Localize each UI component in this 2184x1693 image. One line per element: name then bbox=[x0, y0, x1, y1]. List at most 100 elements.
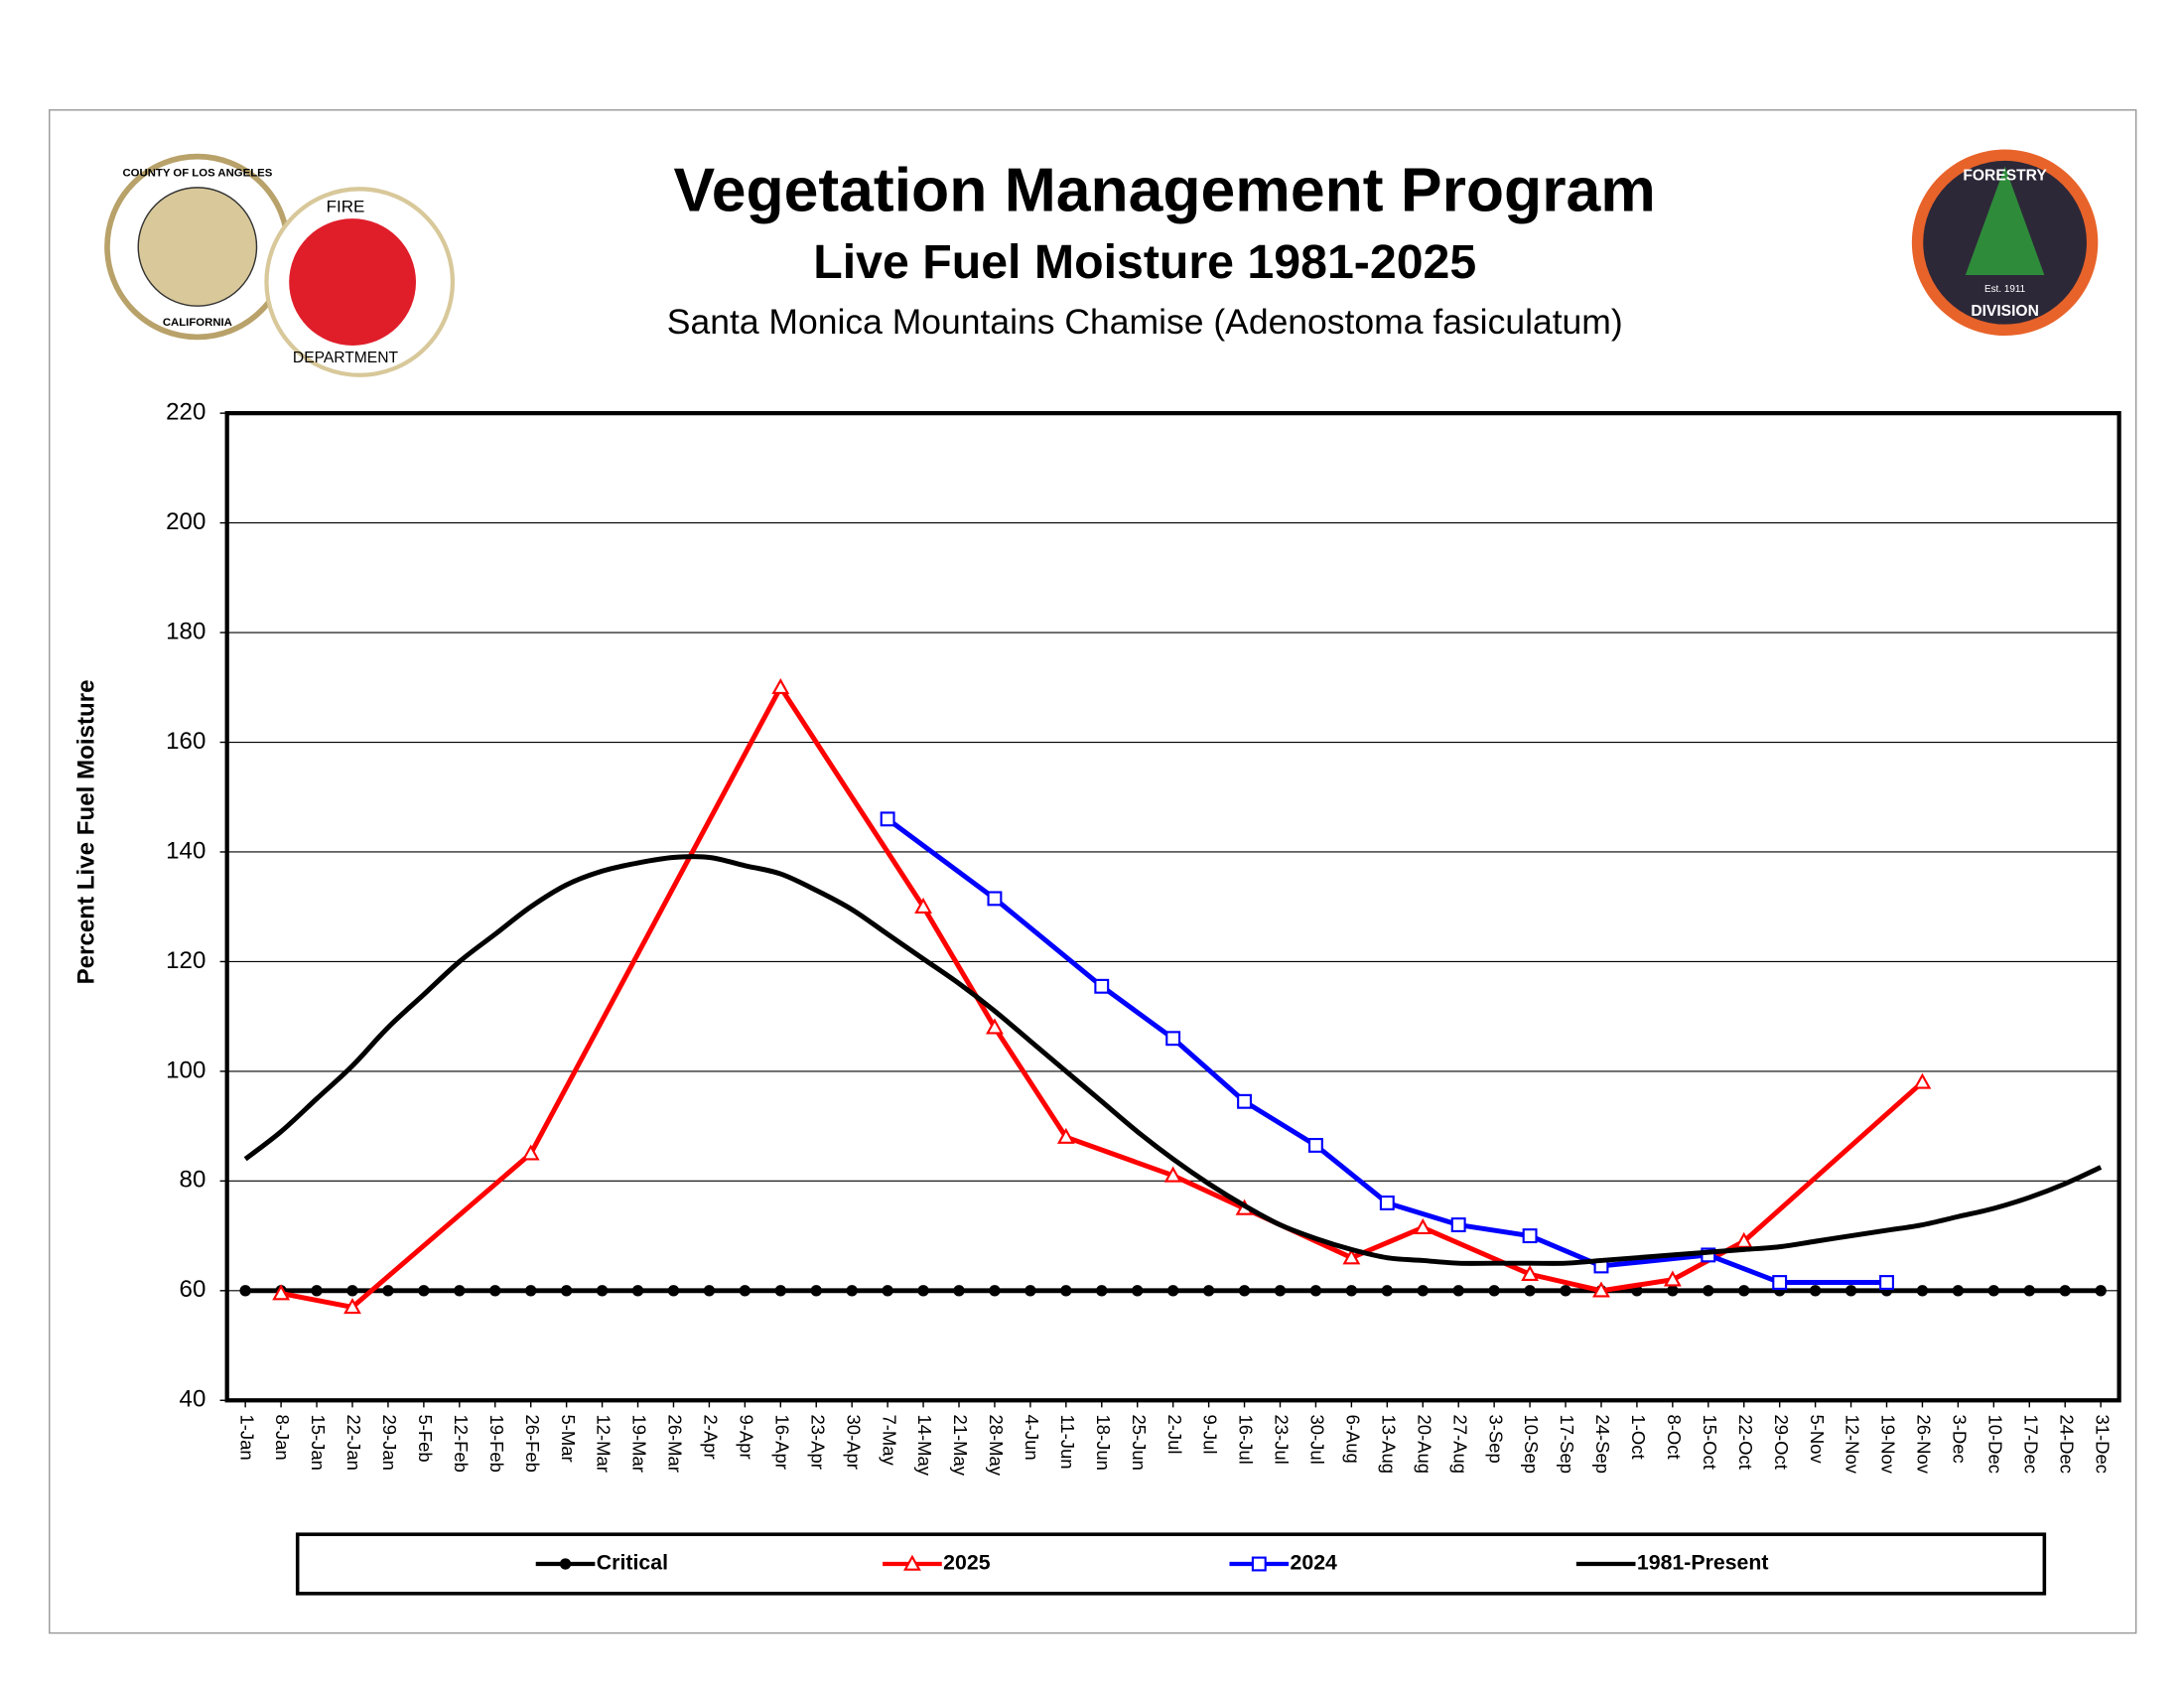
marker bbox=[1379, 1195, 1395, 1210]
x-tick-label: 25-Jun bbox=[1129, 1414, 1150, 1470]
marker bbox=[1738, 1285, 1750, 1297]
x-tick-label: 7-May bbox=[879, 1414, 899, 1466]
marker bbox=[903, 1554, 921, 1571]
marker bbox=[1345, 1285, 1358, 1297]
marker bbox=[1060, 1285, 1072, 1297]
marker bbox=[272, 1284, 291, 1301]
x-tick-label: 22-Jan bbox=[343, 1414, 364, 1470]
x-tick-label: 24-Sep bbox=[1592, 1414, 1613, 1474]
marker bbox=[882, 1285, 893, 1297]
marker bbox=[810, 1285, 822, 1297]
marker bbox=[1522, 1228, 1538, 1244]
marker bbox=[1251, 1556, 1267, 1572]
plot-border bbox=[224, 410, 2121, 1403]
marker bbox=[771, 677, 790, 695]
marker bbox=[1560, 1285, 1571, 1297]
marker bbox=[703, 1285, 716, 1297]
x-tick-label: 24-Dec bbox=[2056, 1414, 2077, 1474]
series-line bbox=[280, 684, 1925, 1310]
marker bbox=[880, 811, 895, 827]
x-tick-label: 30-Apr bbox=[843, 1414, 864, 1469]
marker bbox=[1952, 1285, 1965, 1297]
marker bbox=[1844, 1285, 1857, 1297]
marker bbox=[1202, 1285, 1215, 1297]
legend-label: 1981-Present bbox=[1637, 1551, 1769, 1575]
logo-text: Est. 1911 bbox=[1984, 284, 2026, 295]
y-tick-label: 200 bbox=[166, 508, 205, 535]
marker bbox=[346, 1285, 358, 1297]
x-tick-label: 19-Feb bbox=[486, 1414, 507, 1472]
x-tick-label: 15-Jan bbox=[308, 1414, 329, 1470]
y-tick-label: 180 bbox=[166, 618, 205, 644]
x-tick-label: 27-Aug bbox=[1449, 1414, 1470, 1474]
x-tick-label: 10-Sep bbox=[1521, 1414, 1542, 1474]
marker bbox=[917, 1285, 929, 1297]
series bbox=[243, 854, 2103, 1266]
x-tick-label: 5-Mar bbox=[558, 1414, 579, 1462]
marker bbox=[774, 1285, 786, 1297]
marker bbox=[1703, 1285, 1714, 1297]
marker bbox=[1879, 1275, 1894, 1290]
marker bbox=[2095, 1285, 2107, 1297]
x-tick-label: 23-Apr bbox=[807, 1414, 828, 1469]
marker bbox=[525, 1285, 537, 1297]
x-tick-label: 16-Apr bbox=[771, 1414, 792, 1469]
marker bbox=[1381, 1285, 1393, 1297]
logo-text: COUNTY OF LOS ANGELES bbox=[122, 168, 272, 180]
series bbox=[880, 811, 1894, 1290]
x-tick-label: 8-Jan bbox=[272, 1414, 293, 1460]
marker bbox=[560, 1285, 573, 1297]
marker bbox=[1913, 1072, 1932, 1089]
marker bbox=[1663, 1270, 1682, 1287]
legend-label: Critical bbox=[597, 1551, 668, 1575]
marker bbox=[739, 1285, 751, 1297]
x-tick-label: 19-Nov bbox=[1878, 1414, 1899, 1474]
marker bbox=[311, 1285, 323, 1297]
y-tick-label: 40 bbox=[180, 1386, 206, 1413]
marker bbox=[1166, 1285, 1179, 1297]
logo-text: FORESTRY bbox=[1963, 168, 2047, 185]
marker bbox=[953, 1285, 965, 1297]
x-tick-label: 26-Feb bbox=[522, 1414, 543, 1472]
x-tick-label: 21-May bbox=[950, 1414, 971, 1476]
marker bbox=[1094, 978, 1110, 994]
marker bbox=[1521, 1264, 1539, 1281]
x-tick-label: 29-Jan bbox=[379, 1414, 400, 1470]
marker bbox=[1163, 1166, 1182, 1183]
marker bbox=[1667, 1285, 1679, 1297]
marker bbox=[1307, 1137, 1323, 1153]
x-tick-label: 10-Dec bbox=[1984, 1414, 2005, 1474]
marker bbox=[382, 1285, 394, 1297]
y-tick-label: 120 bbox=[166, 947, 205, 974]
x-tick-label: 17-Sep bbox=[1557, 1414, 1577, 1474]
logo-text: DEPARTMENT bbox=[293, 350, 399, 366]
marker bbox=[1987, 1285, 2000, 1297]
x-tick-label: 12-Nov bbox=[1843, 1414, 1863, 1474]
x-tick-label: 22-Oct bbox=[1735, 1414, 1756, 1469]
x-tick-label: 9-Apr bbox=[736, 1414, 756, 1459]
marker bbox=[1414, 1218, 1433, 1235]
marker bbox=[1772, 1275, 1788, 1290]
marker bbox=[1309, 1285, 1322, 1297]
x-tick-label: 26-Nov bbox=[1914, 1414, 1935, 1474]
legend-label: 2025 bbox=[943, 1551, 991, 1575]
x-tick-label: 1-Jan bbox=[236, 1414, 257, 1460]
x-tick-label: 2-Apr bbox=[701, 1414, 722, 1459]
marker bbox=[631, 1285, 644, 1297]
x-tick-label: 17-Dec bbox=[2020, 1414, 2041, 1474]
marker bbox=[1452, 1285, 1464, 1297]
y-axis-label: Percent Live Fuel Moisture bbox=[72, 679, 99, 984]
marker bbox=[1809, 1285, 1822, 1297]
marker bbox=[1237, 1093, 1253, 1109]
series-line bbox=[243, 854, 2103, 1266]
marker bbox=[1488, 1285, 1500, 1297]
marker bbox=[914, 897, 932, 914]
x-tick-label: 14-May bbox=[914, 1414, 935, 1476]
x-tick-label: 5-Feb bbox=[415, 1414, 436, 1462]
marker bbox=[1096, 1285, 1108, 1297]
marker bbox=[986, 1018, 1004, 1035]
marker bbox=[454, 1285, 466, 1297]
logo-text: FIRE bbox=[327, 197, 365, 215]
x-tick-label: 31-Dec bbox=[2092, 1414, 2113, 1474]
